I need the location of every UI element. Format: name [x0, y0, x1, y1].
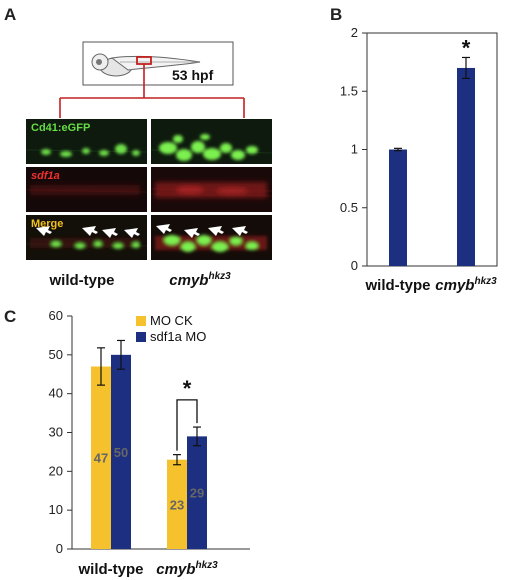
- micrograph-grid: Cd41:eGFP sdf1a Merge: [25, 118, 273, 263]
- category-label-b-0: wild-type: [364, 277, 430, 294]
- y-tick-label-b: 2: [351, 25, 358, 40]
- bar-c-0-0: [91, 366, 111, 549]
- panel-c-label: C: [4, 307, 16, 326]
- legend-swatch-c: [136, 316, 146, 326]
- bar-b-1: [457, 67, 475, 266]
- category-label-b-1: cmybhkz3: [435, 276, 497, 294]
- category-label-c-main: wild-type: [77, 561, 143, 578]
- micro-wt-merge: [26, 215, 147, 260]
- stage-label: 53 hpf: [172, 67, 214, 83]
- bar-value-label-c: 29: [190, 486, 204, 501]
- zoom-bracket: [59, 64, 245, 120]
- bar-b-0: [389, 149, 407, 266]
- chart-b: 0 0.5 1 1.5 2 * wild-type cmybhkz3: [340, 25, 498, 294]
- significance-star-c: *: [183, 376, 192, 401]
- bar-c-1-0: [111, 354, 131, 549]
- row-label-merge: Merge: [31, 218, 63, 230]
- column-label-cmyb: cmybhkz3: [169, 271, 231, 289]
- legend-label-c: MO CK: [150, 313, 193, 328]
- category-label-b-sup: hkz3: [474, 276, 497, 287]
- y-tick-label-b: 1: [351, 142, 358, 157]
- legend-label-c: sdf1a MO: [150, 329, 206, 344]
- row-label-gfp: Cd41:eGFP: [31, 122, 90, 134]
- y-tick-label-c: 10: [49, 502, 63, 517]
- panel-b-label: B: [330, 5, 342, 24]
- category-label-b-main: cmyb: [435, 277, 474, 294]
- panel-a-label: A: [4, 5, 16, 24]
- column-label-cmyb-sup: hkz3: [208, 271, 231, 282]
- y-tick-label-b: 1.5: [340, 83, 358, 98]
- embryo-inset: 53 hpf: [82, 41, 234, 86]
- significance-bracket-c: [176, 399, 198, 451]
- row-label-sdf1a: sdf1a: [31, 170, 60, 182]
- significance-star-b: *: [462, 35, 471, 60]
- bar-c-1-1: [187, 436, 207, 549]
- category-label-c-1: cmybhkz3: [156, 560, 218, 578]
- category-label-c-0: wild-type: [77, 561, 143, 578]
- arrow-icons: [36, 224, 248, 238]
- category-label-b-main: wild-type: [364, 277, 430, 294]
- bar-c-0-1: [167, 459, 187, 549]
- category-label-c-sup: hkz3: [195, 560, 218, 571]
- bar-value-label-c: 50: [114, 445, 128, 460]
- y-tick-label-b: 0: [351, 258, 358, 273]
- bar-value-label-c: 23: [170, 497, 184, 512]
- legend-swatch-c: [136, 332, 146, 342]
- y-tick-label-c: 30: [49, 425, 63, 440]
- bar-value-label-c: 47: [94, 451, 108, 466]
- y-tick-label-c: 40: [49, 386, 63, 401]
- y-tick-label-c: 20: [49, 463, 63, 478]
- y-tick-label-b: 0.5: [340, 200, 358, 215]
- y-tick-label-c: 50: [49, 347, 63, 362]
- category-label-c-main: cmyb: [156, 561, 195, 578]
- column-label-cmyb-main: cmyb: [169, 272, 208, 289]
- column-label-wild-type: wild-type: [48, 272, 114, 289]
- micro-wt-gfp: [26, 119, 147, 164]
- y-tick-label-c: 0: [56, 541, 63, 556]
- plot-frame-b: [366, 32, 498, 267]
- y-tick-label-c: 60: [49, 308, 63, 323]
